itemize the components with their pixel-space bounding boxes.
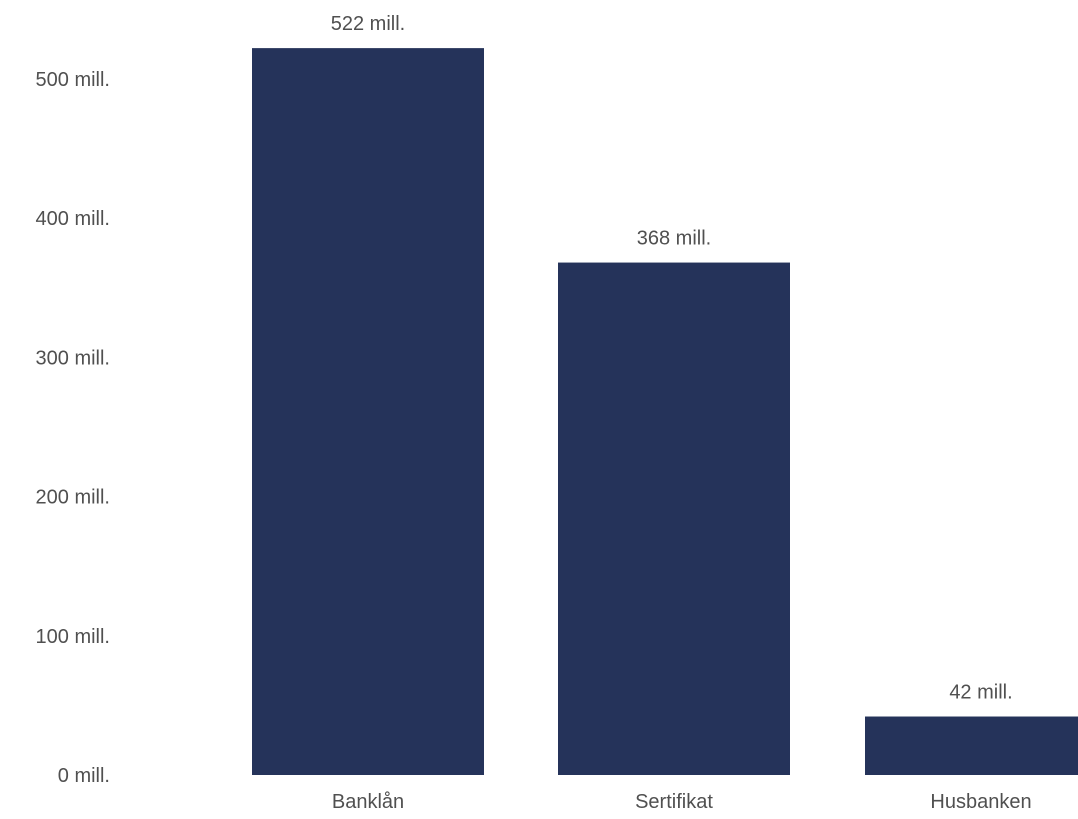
y-tick-label: 0 mill.	[58, 765, 110, 787]
x-axis: Banklån Sertifikat Husbanken	[332, 791, 1032, 813]
y-tick-label: 400 mill.	[36, 208, 110, 230]
value-labels: 522 mill. 368 mill. 42 mill.	[331, 13, 1013, 703]
value-label: 522 mill.	[331, 13, 405, 35]
bars	[252, 48, 1078, 776]
value-label: 42 mill.	[949, 682, 1012, 704]
bar-husbanken	[865, 716, 1078, 775]
y-tick-label: 300 mill.	[36, 347, 110, 369]
y-tick-label: 200 mill.	[36, 487, 110, 509]
bar-sertifikat	[558, 262, 790, 775]
value-label: 368 mill.	[637, 228, 711, 250]
category-label: Sertifikat	[635, 791, 713, 813]
y-tick-label: 500 mill.	[36, 69, 110, 91]
category-label: Banklån	[332, 791, 404, 813]
bar-bankl-n	[252, 48, 484, 776]
y-tick-label: 100 mill.	[36, 626, 110, 648]
category-label: Husbanken	[930, 791, 1031, 813]
y-axis: 0 mill. 100 mill. 200 mill. 300 mill. 400 mi…	[36, 69, 110, 787]
